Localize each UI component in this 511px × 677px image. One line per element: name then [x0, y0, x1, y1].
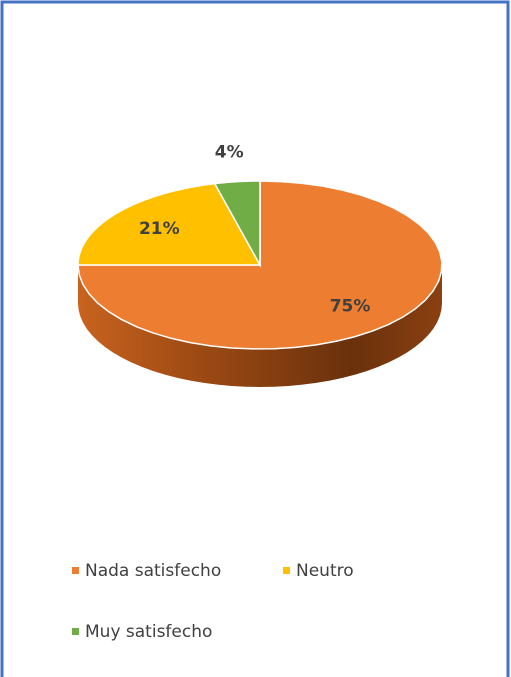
- pie-side: [78, 265, 442, 387]
- pie-slice: [77, 182, 262, 266]
- data-label: 21%: [139, 219, 180, 239]
- data-label: 75%: [330, 297, 371, 317]
- legend-swatch: [72, 628, 79, 635]
- pie-slice: [77, 180, 443, 350]
- legend-swatch: [283, 567, 290, 574]
- pie: 75% 21% 4%: [77, 142, 443, 387]
- legend-swatch: [72, 567, 79, 574]
- data-label: 4%: [215, 142, 244, 162]
- legend-label: Muy satisfecho: [85, 622, 212, 642]
- pie-slice: [213, 180, 261, 268]
- legend: Nada satisfecho Neutro Muy satisfecho: [72, 561, 354, 642]
- legend-label: Neutro: [296, 561, 354, 581]
- legend-label: Nada satisfecho: [85, 561, 221, 581]
